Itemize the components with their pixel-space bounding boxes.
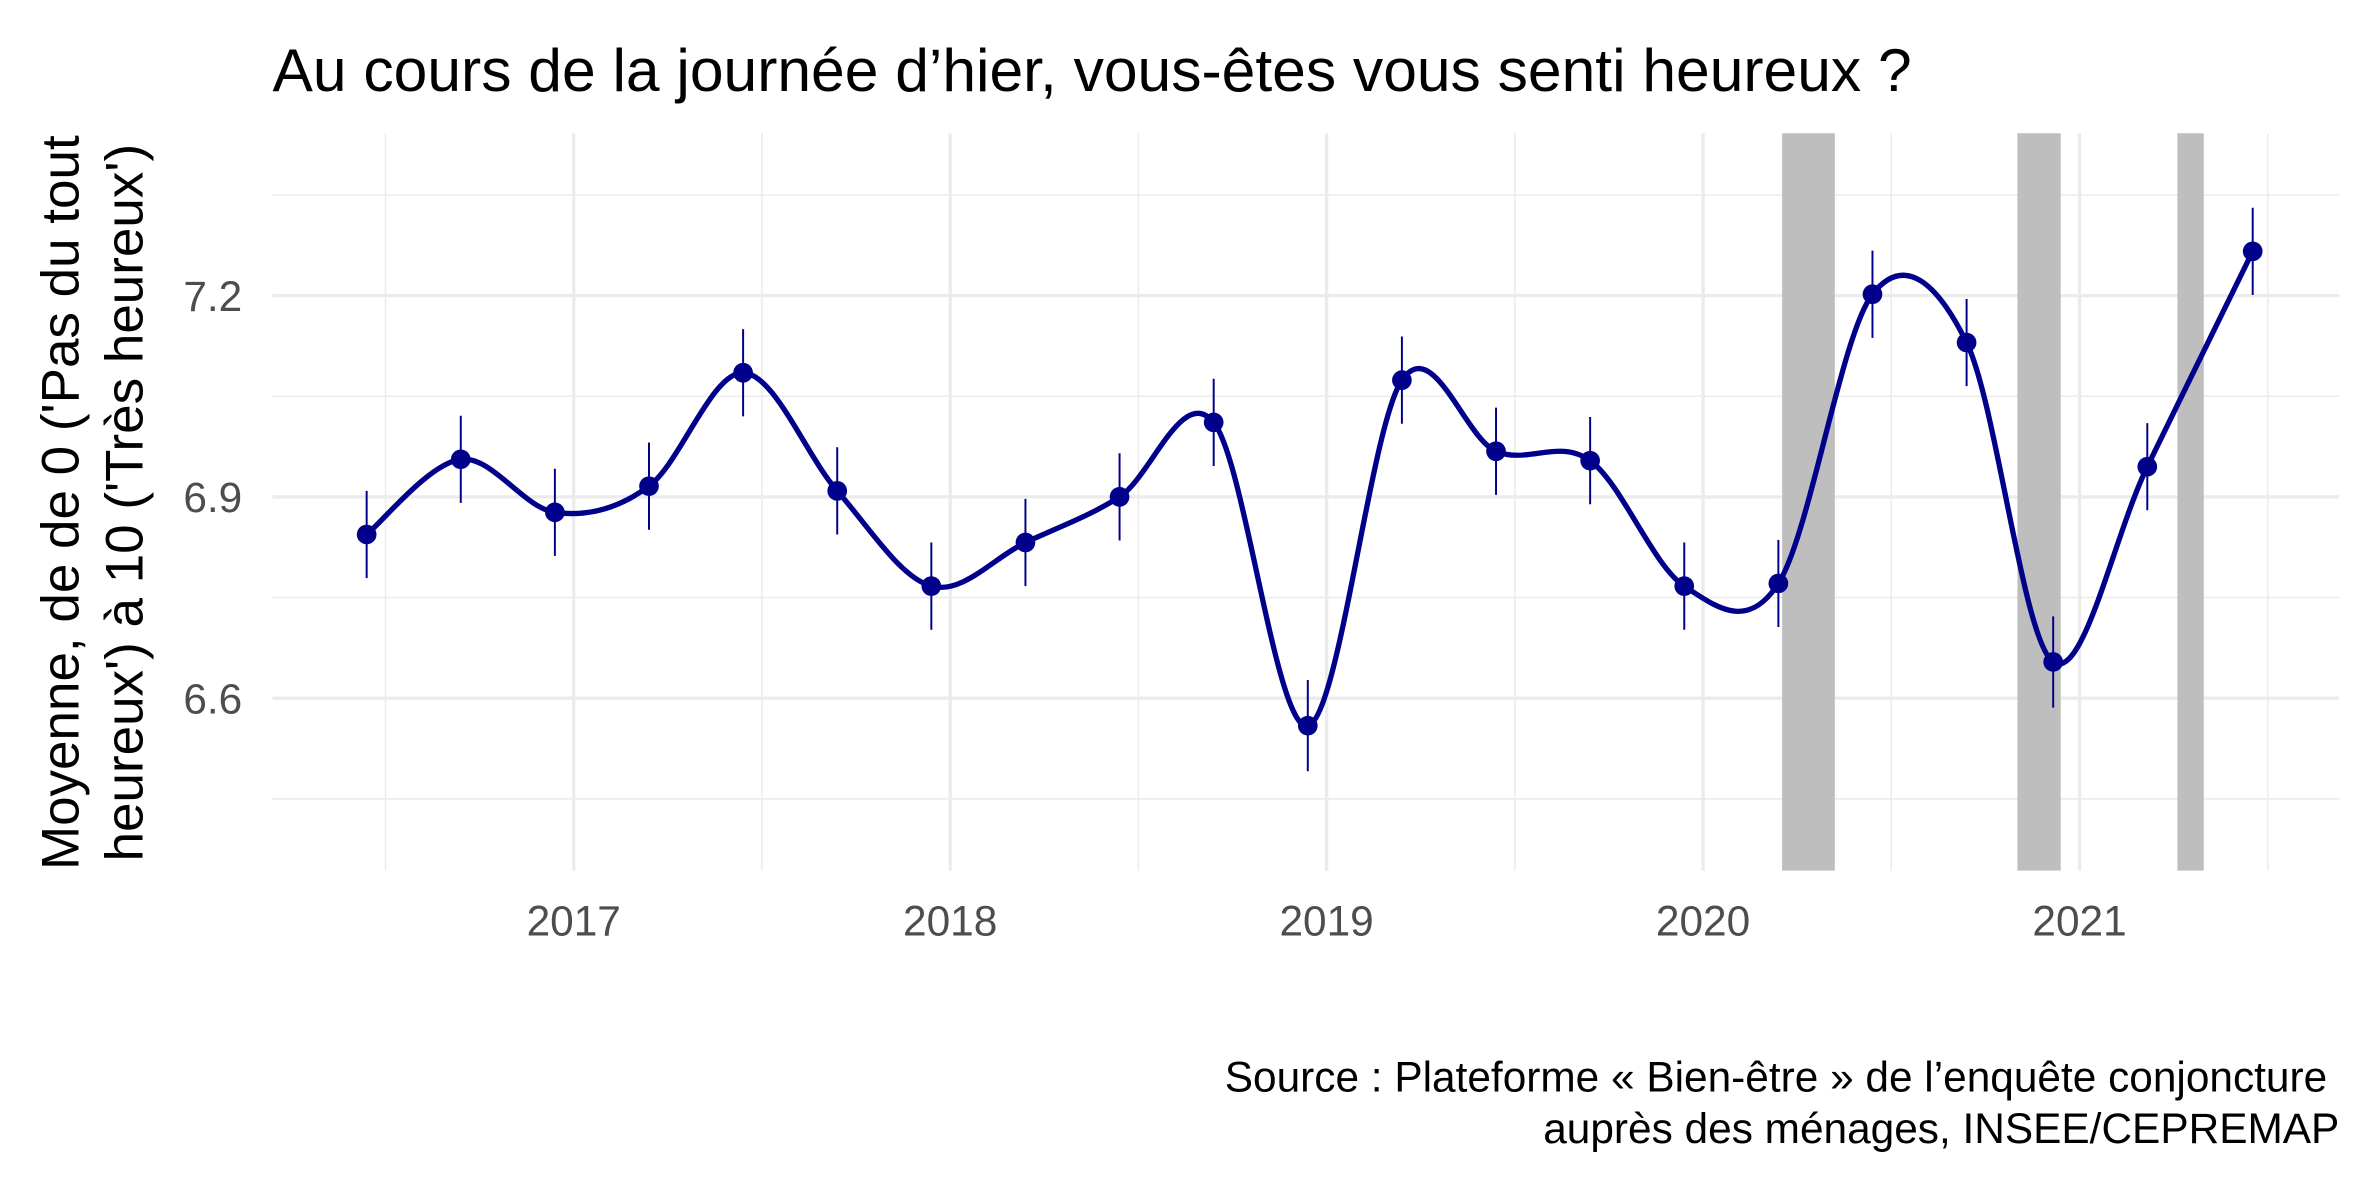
y-tick-label: 6.6 (183, 675, 242, 722)
line (364, 250, 2256, 729)
data-point (921, 576, 942, 596)
data-point (1015, 532, 1036, 553)
data-point (639, 476, 659, 496)
shaded-period (2177, 133, 2204, 871)
data-point (1203, 412, 1224, 433)
caption: Source : Plateforme « Bien-être » de l’e… (1225, 1054, 2327, 1101)
data-point (1297, 715, 1318, 736)
data-point (1486, 441, 1506, 462)
x-tick-label: 2021 (2032, 898, 2126, 945)
x-tick-label: 2019 (1279, 898, 1373, 945)
data-point (1956, 332, 1977, 353)
caption: auprès des ménages, INSEE/CEPREMAP (1543, 1105, 2339, 1152)
y-tick-label: 7.2 (183, 273, 242, 320)
y-tick-label: 6.9 (183, 474, 242, 521)
data-point (2043, 652, 2064, 672)
y-axis-label: Moyenne, de de 0 ('Pas du tout (32, 135, 91, 870)
y-axis-label: heureux') à 10 ('Très heureux') (95, 144, 154, 862)
data-point (450, 449, 471, 470)
x-tick-label: 2017 (527, 898, 621, 945)
data-point (1392, 370, 1412, 390)
data-point (2137, 456, 2158, 477)
data-point (1109, 487, 1130, 507)
x-tick-label: 2020 (1656, 898, 1750, 945)
data-point (827, 481, 848, 501)
data-point (356, 524, 377, 545)
data-point (1580, 450, 1600, 471)
x-tick-label: 2018 (903, 898, 997, 945)
data-point (1768, 573, 1789, 594)
data-point (1862, 284, 1883, 305)
data-point (545, 502, 565, 523)
chart-title: Au cours de la journée d’hier, vous-êtes… (273, 36, 1912, 104)
data-point (2242, 241, 2263, 262)
shaded-period (2017, 133, 2061, 871)
data-point (1674, 576, 1695, 596)
data-point (733, 362, 753, 383)
